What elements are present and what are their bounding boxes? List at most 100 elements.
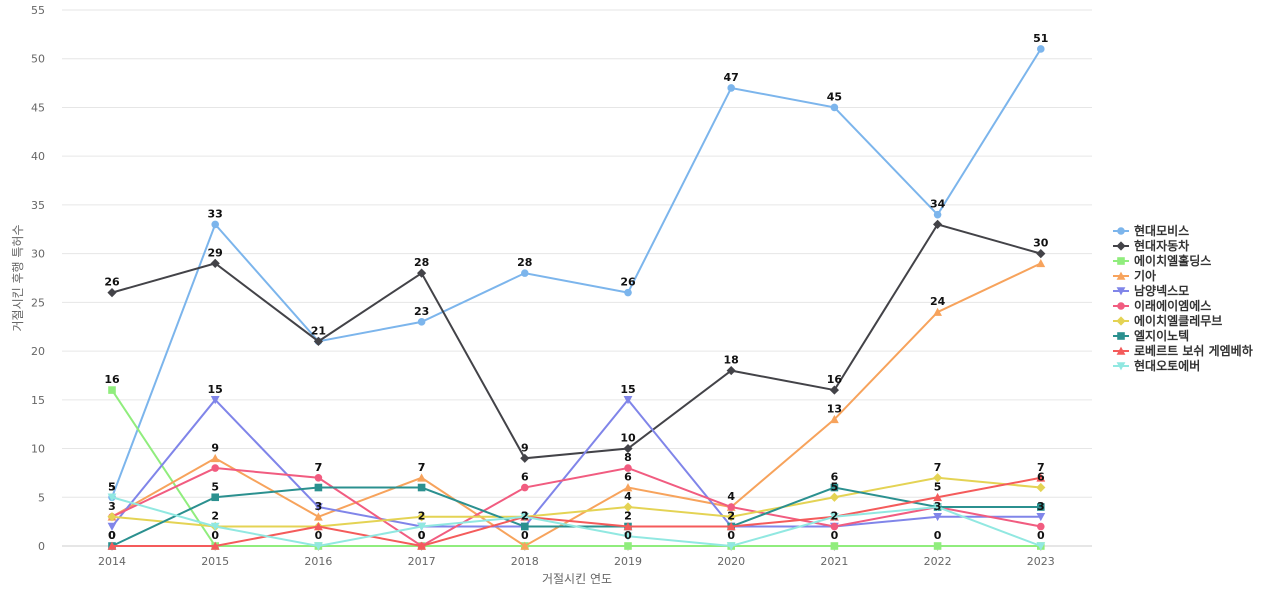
data-point [726, 542, 736, 551]
data-point [933, 473, 943, 483]
data-point [830, 103, 839, 112]
data-point [521, 522, 529, 531]
legend-item[interactable]: 에이치엘홀딩스 [1113, 253, 1211, 268]
series-line [111, 262, 1042, 548]
data-label: 2 [624, 510, 632, 523]
y-tick-label: 20 [31, 345, 45, 358]
data-label: 5 [108, 480, 116, 493]
data-point [1036, 258, 1046, 268]
data-label: 28 [517, 256, 532, 269]
data-point [727, 503, 735, 511]
legend-marker [1117, 257, 1125, 265]
data-point [727, 84, 735, 92]
data-point [417, 318, 426, 326]
series-lines [107, 45, 1046, 551]
legend-label: 이래에이엠에스 [1134, 298, 1211, 313]
data-label: 5 [108, 480, 116, 493]
data-label: 3 [315, 500, 323, 513]
data-point [417, 483, 426, 492]
data-point [314, 483, 323, 492]
legend-label: 남양넥스모 [1134, 283, 1189, 298]
series-4 [107, 258, 1046, 550]
data-point [107, 288, 117, 298]
data-label: 0 [108, 529, 116, 542]
legend-label: 로베르트 보쉬 게엠베하 [1134, 343, 1253, 358]
legend-item[interactable]: 현대모비스 [1113, 223, 1189, 238]
data-point [624, 288, 632, 297]
legend-marker [1117, 227, 1125, 235]
legend-label: 현대자동차 [1134, 238, 1189, 253]
data-point [933, 503, 942, 512]
data-point [623, 532, 633, 541]
data-label: 7 [934, 461, 942, 474]
data-point [933, 210, 942, 219]
data-point [1036, 473, 1046, 482]
data-label: 2 [727, 510, 735, 523]
data-label: 47 [724, 71, 739, 84]
data-point [417, 473, 426, 482]
data-point [624, 464, 632, 472]
data-point [624, 542, 632, 550]
data-point [211, 493, 219, 502]
data-point [1037, 522, 1045, 531]
legend[interactable]: 현대모비스현대자동차에이치엘홀딩스기아남양넥스모이래에이엠에스에이치엘클레무브엘… [1113, 223, 1253, 373]
data-point [210, 541, 220, 550]
y-tick-label: 40 [31, 150, 45, 163]
data-label: 0 [727, 529, 735, 542]
data-point [726, 522, 736, 531]
data-label: 0 [831, 529, 839, 542]
data-label: 6 [831, 471, 839, 484]
legend-item[interactable]: 현대오토에버 [1113, 358, 1200, 373]
x-tick-label: 2016 [304, 555, 332, 568]
data-point [1036, 249, 1046, 259]
data-point [830, 512, 839, 522]
data-label: 3 [934, 500, 942, 513]
data-label: 2 [831, 510, 839, 523]
data-label: 2 [624, 510, 632, 523]
data-label: 7 [1037, 461, 1045, 474]
data-label: 0 [1037, 529, 1045, 542]
legend-item[interactable]: 엘지이노텍 [1113, 328, 1189, 343]
series-line [111, 398, 1041, 528]
data-label: 6 [1037, 471, 1045, 484]
data-point [1036, 482, 1046, 493]
legend-item[interactable]: 남양넥스모 [1113, 283, 1189, 298]
data-point [933, 542, 942, 550]
y-tick-label: 0 [38, 540, 45, 553]
data-label: 0 [315, 529, 323, 542]
legend-label: 현대오토에버 [1134, 358, 1200, 373]
data-point [210, 258, 220, 268]
legend-marker [1116, 316, 1126, 326]
data-label: 0 [624, 529, 632, 542]
legend-item[interactable]: 에이치엘클레무브 [1113, 313, 1222, 328]
data-point [933, 219, 943, 229]
legend-item[interactable]: 로베르트 보쉬 게엠베하 [1113, 343, 1253, 358]
data-label: 0 [521, 529, 529, 542]
legend-item[interactable]: 기아 [1113, 268, 1156, 283]
data-label: 2 [211, 510, 219, 523]
data-point [623, 396, 633, 405]
data-point [1036, 542, 1046, 551]
data-label: 2 [418, 510, 426, 523]
x-tick-label: 2021 [820, 555, 848, 568]
legend-item[interactable]: 이래에이엠에스 [1113, 298, 1211, 313]
y-axis-title: 거절시킨 후행 특허수 [10, 225, 25, 332]
data-label: 0 [418, 529, 426, 542]
data-label: 5 [934, 480, 942, 493]
data-label: 3 [108, 500, 116, 513]
series-line [111, 48, 1042, 498]
data-point [726, 365, 736, 376]
series-line [111, 496, 1042, 548]
data-point [107, 522, 117, 531]
data-label: 0 [934, 529, 942, 542]
data-point [623, 443, 633, 454]
data-point [830, 542, 839, 550]
data-point [417, 522, 426, 531]
legend-item[interactable]: 현대자동차 [1113, 238, 1189, 253]
y-tick-label: 50 [31, 53, 45, 66]
legend-marker [1116, 362, 1126, 371]
y-tick-label: 55 [31, 4, 45, 17]
series-1 [108, 45, 1045, 502]
series-line [111, 476, 1041, 528]
data-label: 7 [315, 461, 323, 474]
